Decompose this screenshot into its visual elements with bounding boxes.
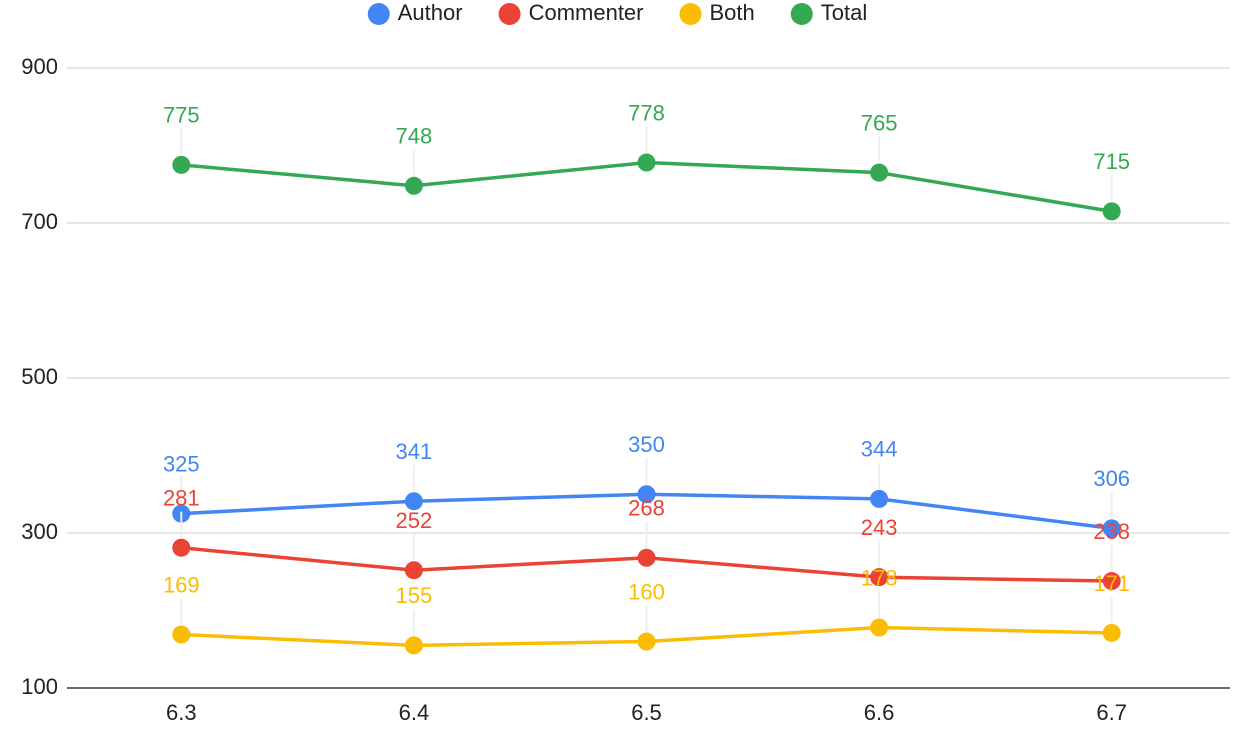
y-tick-label: 500 (21, 364, 58, 389)
point (172, 538, 191, 557)
point (637, 548, 656, 567)
point (1102, 623, 1121, 642)
data-label: 341 (396, 439, 433, 464)
point (870, 568, 889, 587)
legend-swatch (679, 3, 702, 25)
legend-label: Both (710, 0, 755, 25)
data-label: 171 (1093, 571, 1130, 596)
point (1102, 572, 1121, 591)
legend-label: Total (821, 0, 867, 25)
data-label: 775 (163, 103, 200, 128)
legend-swatch (790, 3, 813, 25)
data-label: 306 (1093, 466, 1130, 491)
legend: Author Commenter Both Total (367, 0, 867, 25)
data-label: 281 (163, 486, 200, 511)
data-label: 765 (861, 110, 898, 135)
point (404, 176, 423, 195)
legend-label: Author (398, 0, 463, 25)
data-label: 344 (861, 437, 898, 462)
data-label: 715 (1093, 149, 1130, 174)
data-label: 268 (628, 496, 665, 521)
point (404, 561, 423, 580)
data-label: 178 (861, 565, 898, 590)
point (1102, 519, 1121, 538)
point (172, 155, 191, 174)
data-label: 169 (163, 572, 200, 597)
x-tick-label: 6.6 (864, 700, 895, 725)
data-label: 748 (396, 124, 433, 149)
data-label: 350 (628, 432, 665, 457)
y-tick-label: 900 (21, 54, 58, 79)
data-label: 160 (628, 579, 665, 604)
data-label: 238 (1093, 519, 1130, 544)
legend-swatch (498, 3, 521, 25)
data-label: 325 (163, 451, 200, 476)
point (870, 489, 889, 508)
point (870, 163, 889, 182)
point (637, 485, 656, 504)
y-tick-label: 700 (21, 209, 58, 234)
x-tick-label: 6.5 (631, 700, 662, 725)
point (870, 618, 889, 637)
y-tick-label: 300 (21, 519, 58, 544)
x-tick-label: 6.3 (166, 700, 197, 725)
point (637, 153, 656, 172)
legend-label: Commenter (529, 0, 644, 25)
point (1102, 202, 1121, 221)
y-tick-label: 100 (21, 674, 58, 699)
data-label: 778 (628, 100, 665, 125)
point (637, 632, 656, 651)
point (404, 636, 423, 655)
data-label: 155 (396, 583, 433, 608)
legend-swatch (367, 3, 390, 25)
point (404, 492, 423, 511)
data-label: 243 (861, 515, 898, 540)
data-label: 252 (396, 508, 433, 533)
point (172, 625, 191, 644)
x-tick-label: 6.4 (399, 700, 430, 725)
x-tick-label: 6.7 (1096, 700, 1127, 725)
